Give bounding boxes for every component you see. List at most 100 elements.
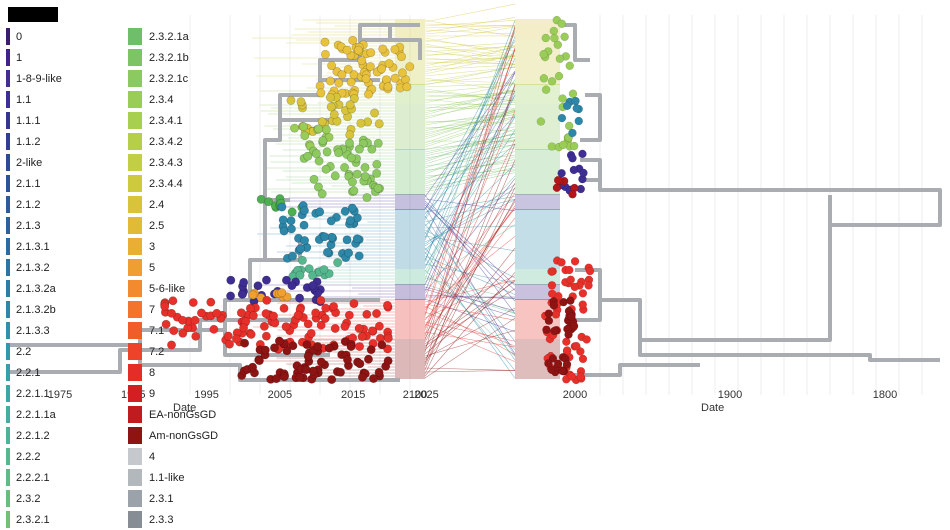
legend-item[interactable]: 1.1.2 (6, 131, 62, 152)
legend-label: 9 (149, 388, 155, 400)
tip-dot (303, 340, 311, 348)
right-axis-tick: 2000 (563, 389, 587, 401)
tip-dot (331, 172, 339, 180)
legend-swatch (6, 406, 10, 423)
tip-dot (565, 122, 573, 130)
tip-dot (361, 163, 369, 171)
legend-item[interactable]: 2.2.1.1a (6, 404, 62, 425)
legend-item[interactable]: 5 (128, 257, 218, 278)
legend-item[interactable]: 4 (128, 446, 218, 467)
tip-dot (349, 36, 357, 44)
legend-item[interactable]: 1.1.1 (6, 110, 62, 131)
tip-dot (323, 148, 331, 156)
tip-dot (558, 169, 566, 177)
legend-swatch (128, 469, 142, 486)
tip-dot (280, 304, 288, 312)
legend-item[interactable]: 2.3.2.1 (6, 509, 62, 530)
tip-dot (553, 184, 561, 192)
legend-item[interactable]: 2.1.3 (6, 215, 62, 236)
legend-item[interactable]: 9 (128, 383, 218, 404)
legend-label: 2.2.1.1 (16, 388, 50, 400)
legend-item[interactable]: 2.3.4.3 (128, 152, 218, 173)
tip-dot (367, 345, 375, 353)
tip-dot (313, 342, 321, 350)
tip-dot (548, 77, 556, 85)
legend-item[interactable]: 7 (128, 299, 218, 320)
legend-item[interactable]: 7.2 (128, 341, 218, 362)
tip-dot (542, 326, 550, 334)
legend-item[interactable]: 2.1.2 (6, 194, 62, 215)
tip-dot (238, 290, 246, 298)
legend-swatch (128, 175, 142, 192)
legend-item[interactable]: 2.2 (6, 341, 62, 362)
tip-dot (563, 360, 571, 368)
legend-item[interactable]: 7.1 (128, 320, 218, 341)
legend-item[interactable]: 2.3.4.1 (128, 110, 218, 131)
legend-item[interactable]: 2.3.3 (128, 509, 218, 530)
legend-item[interactable]: 2.1.3.2b (6, 299, 62, 320)
tip-dot (358, 373, 366, 381)
tip-dot (264, 198, 272, 206)
legend-item[interactable]: 1-8-9-like (6, 68, 62, 89)
legend-item[interactable]: 1 (6, 47, 62, 68)
tip-dot (287, 96, 295, 104)
tip-dot (345, 311, 353, 319)
tip-dot (373, 160, 381, 168)
tip-dot (567, 313, 575, 321)
tip-dot (372, 309, 380, 317)
legend-item[interactable]: 2.3.2.1c (128, 68, 218, 89)
tip-dot (568, 154, 576, 162)
legend-item[interactable]: 1.1-like (128, 467, 218, 488)
legend-swatch (128, 217, 142, 234)
tip-dot (247, 330, 255, 338)
legend-item[interactable]: 2.2.2 (6, 446, 62, 467)
tip-dot (340, 163, 348, 171)
legend-item[interactable]: 2.1.3.2a (6, 278, 62, 299)
legend-item[interactable]: 1.1 (6, 89, 62, 110)
legend-swatch (6, 385, 10, 402)
tip-dot (374, 184, 382, 192)
tip-dot (540, 74, 548, 82)
legend-item[interactable]: 2.3.2.1a (128, 26, 218, 47)
legend-item[interactable]: 2.3.4 (128, 89, 218, 110)
legend-item[interactable]: 0 (6, 26, 62, 47)
tip-dot (263, 296, 271, 304)
tip-dot (563, 102, 571, 110)
left-axis-tick: 2015 (341, 389, 365, 401)
legend-item[interactable]: 2.1.3.1 (6, 236, 62, 257)
legend-item[interactable]: 2.2.1.2 (6, 425, 62, 446)
legend-item[interactable]: 2.1.1 (6, 173, 62, 194)
tip-dot (537, 118, 545, 126)
legend-item[interactable]: 3 (128, 236, 218, 257)
tip-dot (586, 267, 594, 275)
legend-item[interactable]: 2-like (6, 152, 62, 173)
tip-dot (561, 33, 569, 41)
link-line (425, 370, 515, 372)
legend-item[interactable]: 2.2.2.1 (6, 467, 62, 488)
legend-item[interactable]: 2.3.2 (6, 488, 62, 509)
legend-item[interactable]: Am-nonGsGD (128, 425, 218, 446)
legend-item[interactable]: 2.1.3.3 (6, 320, 62, 341)
tip-dot (327, 217, 335, 225)
legend-item[interactable]: 2.4 (128, 194, 218, 215)
legend-item[interactable]: 2.1.3.2 (6, 257, 62, 278)
legend-item[interactable]: 8 (128, 362, 218, 383)
legend-item[interactable]: 2.2.1.1 (6, 383, 62, 404)
tip-dot (384, 83, 392, 91)
legend-label: 2.2.2.1 (16, 472, 50, 484)
legend-item[interactable]: 2.3.4.2 (128, 131, 218, 152)
legend-swatch (128, 511, 142, 528)
tree-branch (265, 140, 290, 200)
tip-dot (310, 175, 318, 183)
legend-item[interactable]: 2.3.2.1b (128, 47, 218, 68)
legend-item[interactable]: 5-6-like (128, 278, 218, 299)
tip-dot (544, 359, 552, 367)
legend-item[interactable]: 2.3.4.4 (128, 173, 218, 194)
legend-item[interactable]: 2.2.1 (6, 362, 62, 383)
legend-swatch (6, 133, 10, 150)
legend-swatch (128, 133, 142, 150)
legend-label: 2.3.3 (149, 514, 173, 526)
tip-dot (569, 190, 577, 198)
legend-item[interactable]: 2.5 (128, 215, 218, 236)
legend-item[interactable]: 2.3.1 (128, 488, 218, 509)
